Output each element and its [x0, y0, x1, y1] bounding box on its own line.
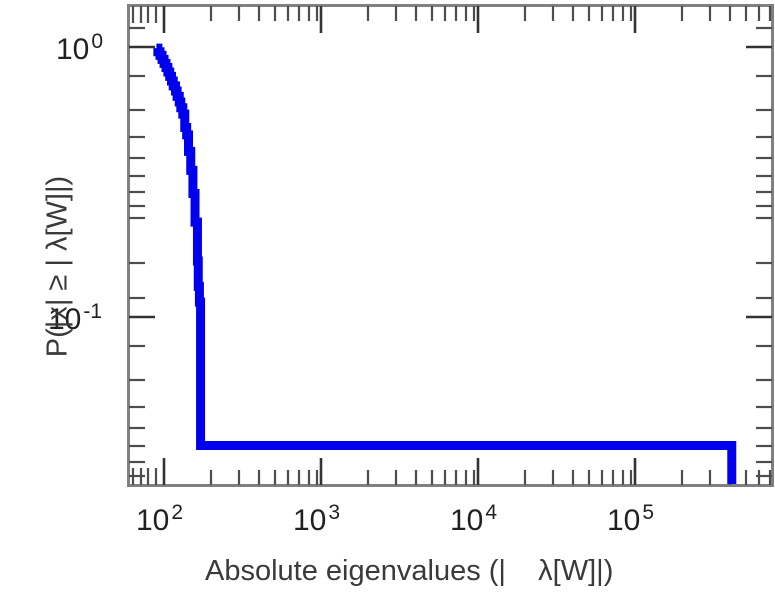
y-axis-major-ticks-right: [746, 45, 772, 319]
x-tick-label-1e2: 102: [136, 501, 184, 537]
y-axis-minor-ticks-left: [129, 26, 145, 478]
x-tick-label-1e3: 103: [293, 501, 341, 537]
y-tick-label-1e-1: 10-1: [48, 300, 103, 336]
x-axis-minor-ticks-top: [131, 6, 772, 23]
y-axis-title-wrapper: P(|x| ≥ | λ[W]|): [41, 117, 74, 417]
x-tick-label-1e5: 105: [607, 501, 655, 537]
y-axis-major-ticks-left: [129, 45, 155, 319]
axis-frame: [127, 4, 774, 487]
y-axis-title: P(|x| ≥ | λ[W]|): [41, 175, 74, 358]
x-axis-title: Absolute eigenvalues (| λ[W]|): [205, 555, 614, 587]
x-tick-label-1e4: 104: [450, 501, 498, 537]
x-axis-major-ticks-bottom: [162, 458, 637, 485]
y-tick-label-1e0: 100: [56, 30, 104, 66]
ccdf-step-line: [153, 43, 737, 484]
y-axis-minor-ticks-right: [756, 26, 772, 478]
x-axis-major-ticks-top: [162, 6, 637, 33]
x-axis-minor-ticks-bottom: [131, 468, 772, 485]
data-series-group: [153, 43, 737, 484]
